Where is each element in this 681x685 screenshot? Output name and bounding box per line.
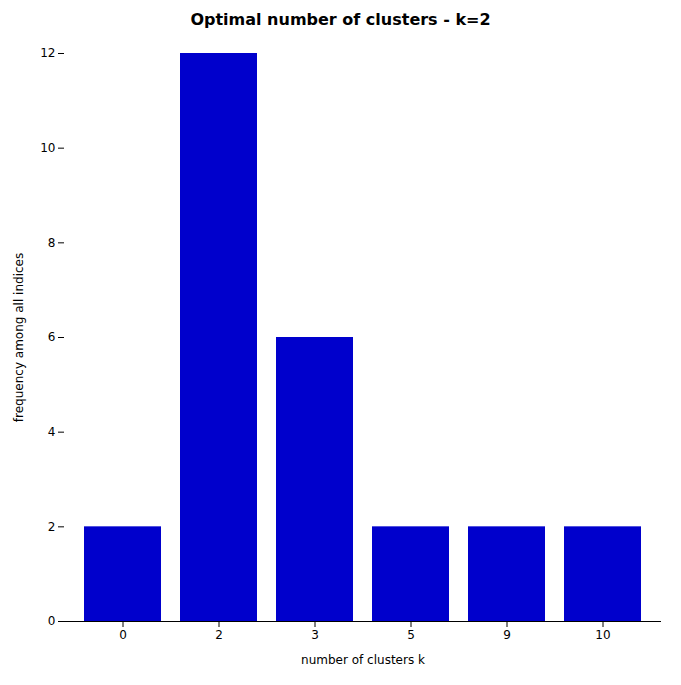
svg-text:5: 5 xyxy=(407,628,415,642)
svg-text:0: 0 xyxy=(119,628,127,642)
svg-text:4: 4 xyxy=(48,425,56,439)
svg-text:3: 3 xyxy=(311,628,319,642)
svg-text:2: 2 xyxy=(48,520,56,534)
svg-text:12: 12 xyxy=(40,46,55,60)
svg-text:8: 8 xyxy=(48,236,56,250)
svg-text:2: 2 xyxy=(215,628,223,642)
svg-text:10: 10 xyxy=(40,141,55,155)
html-text:Optimal number of clusters - k: Optimal number of clusters - k=2 xyxy=(190,10,491,29)
svg-text:9: 9 xyxy=(503,628,511,642)
svg-text:number of clusters k: number of clusters k xyxy=(301,653,425,667)
svg-text:10: 10 xyxy=(595,628,610,642)
svg-text:frequency among all indices: frequency among all indices xyxy=(12,253,26,422)
svg-text:0: 0 xyxy=(48,614,56,628)
svg-text:6: 6 xyxy=(48,330,56,344)
